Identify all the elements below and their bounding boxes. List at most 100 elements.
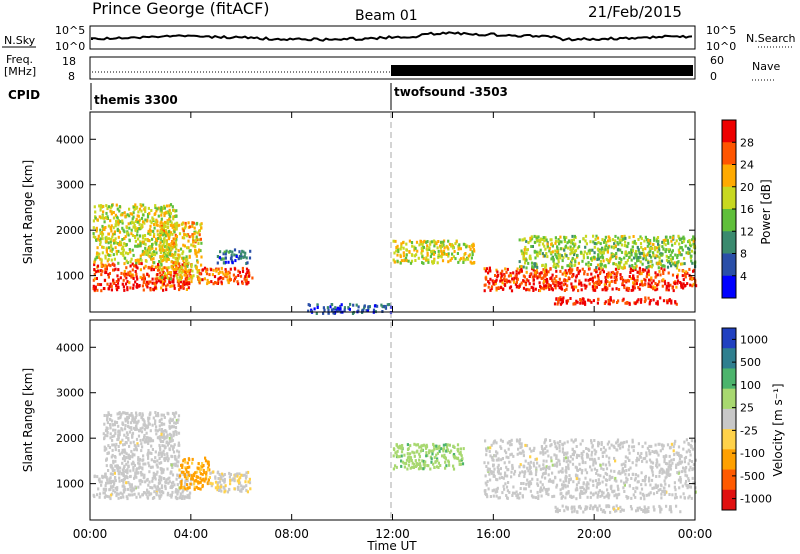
heatmap-cell (647, 493, 650, 497)
heatmap-cell (493, 439, 497, 443)
heatmap-cell (577, 261, 580, 265)
heatmap-cell (152, 253, 155, 257)
heatmap-cell (594, 479, 597, 483)
heatmap-cell (486, 468, 489, 472)
heatmap-cell (124, 419, 127, 423)
heatmap-cell (414, 459, 417, 463)
heatmap-cell (683, 496, 686, 500)
heatmap-cell (565, 452, 568, 456)
heatmap-cell (599, 463, 602, 467)
heatmap-cell (307, 303, 310, 307)
heatmap-cell (228, 475, 231, 479)
heatmap-cell (484, 269, 487, 273)
heatmap-cell (483, 283, 486, 287)
heatmap-cell (456, 252, 459, 255)
heatmap-cell (101, 269, 104, 273)
heatmap-cell (167, 459, 170, 463)
heatmap-cell (579, 298, 582, 301)
colorbar-swatch (722, 275, 736, 299)
heatmap-cell (559, 281, 562, 285)
heatmap-cell (602, 240, 606, 244)
heatmap-cell (645, 258, 648, 262)
heatmap-cell (630, 258, 633, 262)
heatmap-cell (181, 252, 184, 256)
heatmap-cell (633, 282, 636, 286)
heatmap-cell (175, 274, 178, 278)
heatmap-cell (185, 255, 188, 259)
heatmap-cell (608, 283, 611, 287)
heatmap-cell (568, 262, 572, 266)
heatmap-cell (134, 473, 137, 477)
heatmap-cell (658, 474, 661, 478)
heatmap-cell (464, 258, 467, 262)
heatmap-cell (194, 252, 197, 256)
heatmap-cell (109, 436, 112, 440)
heatmap-cell (595, 450, 598, 454)
heatmap-cell (687, 462, 690, 466)
heatmap-cell (220, 483, 223, 487)
heatmap-cell (113, 471, 116, 475)
heatmap-cell (539, 488, 542, 492)
heatmap-cell (581, 492, 584, 495)
heatmap-cell (112, 211, 115, 214)
heatmap-cell (668, 463, 671, 467)
heatmap-cell (566, 484, 569, 488)
heatmap-cell (112, 482, 116, 486)
heatmap-cell (573, 242, 576, 246)
heatmap-cell (628, 444, 631, 448)
heatmap-cell (664, 489, 667, 493)
heatmap-cell (162, 233, 165, 237)
heatmap-cell (648, 451, 651, 455)
heatmap-cell (487, 285, 490, 289)
freq-unit-label: [MHz] (4, 65, 36, 78)
heatmap-cell (104, 271, 107, 275)
heatmap-cell (103, 487, 106, 491)
heatmap-cell (219, 474, 222, 478)
heatmap-cell (224, 270, 227, 273)
heatmap-cell (139, 240, 142, 244)
heatmap-cell (191, 269, 194, 273)
heatmap-cell (111, 438, 114, 442)
heatmap-cell (161, 254, 164, 258)
heatmap-cell (157, 262, 160, 266)
heatmap-cell (608, 446, 611, 450)
heatmap-cell (185, 282, 188, 286)
heatmap-cell (186, 486, 190, 490)
heatmap-cell (177, 450, 181, 454)
heatmap-cell (530, 449, 533, 453)
heatmap-cell (665, 504, 668, 508)
heatmap-cell (543, 274, 546, 278)
heatmap-cell (96, 254, 99, 258)
heatmap-cell (628, 275, 631, 278)
heatmap-cell (541, 242, 545, 246)
heatmap-cell (148, 464, 151, 468)
heatmap-cell (637, 248, 640, 251)
heatmap-cell (125, 441, 128, 445)
heatmap-cell (629, 466, 632, 470)
heatmap-cell (569, 455, 572, 459)
heatmap-cell (567, 480, 570, 484)
heatmap-cell (161, 239, 164, 243)
heatmap-cell (669, 261, 672, 265)
heatmap-cell (111, 469, 114, 473)
heatmap-cell (658, 471, 661, 474)
heatmap-cell (446, 443, 449, 447)
heatmap-cell (638, 252, 642, 256)
velocity-heatmap (92, 411, 697, 514)
heatmap-cell (682, 282, 685, 286)
heatmap-cell (245, 471, 248, 475)
heatmap-cell (543, 272, 546, 276)
heatmap-cell (166, 283, 169, 287)
heatmap-cell (248, 481, 252, 485)
heatmap-cell (675, 285, 678, 289)
heatmap-cell (110, 464, 113, 468)
heatmap-cell (198, 281, 201, 285)
heatmap-cell (425, 247, 428, 251)
heatmap-cell (571, 462, 575, 466)
heatmap-cell (182, 280, 185, 284)
heatmap-cell (599, 251, 602, 255)
heatmap-cell (205, 269, 208, 273)
heatmap-cell (172, 425, 175, 429)
heatmap-cell (107, 257, 110, 261)
heatmap-cell (181, 463, 184, 467)
